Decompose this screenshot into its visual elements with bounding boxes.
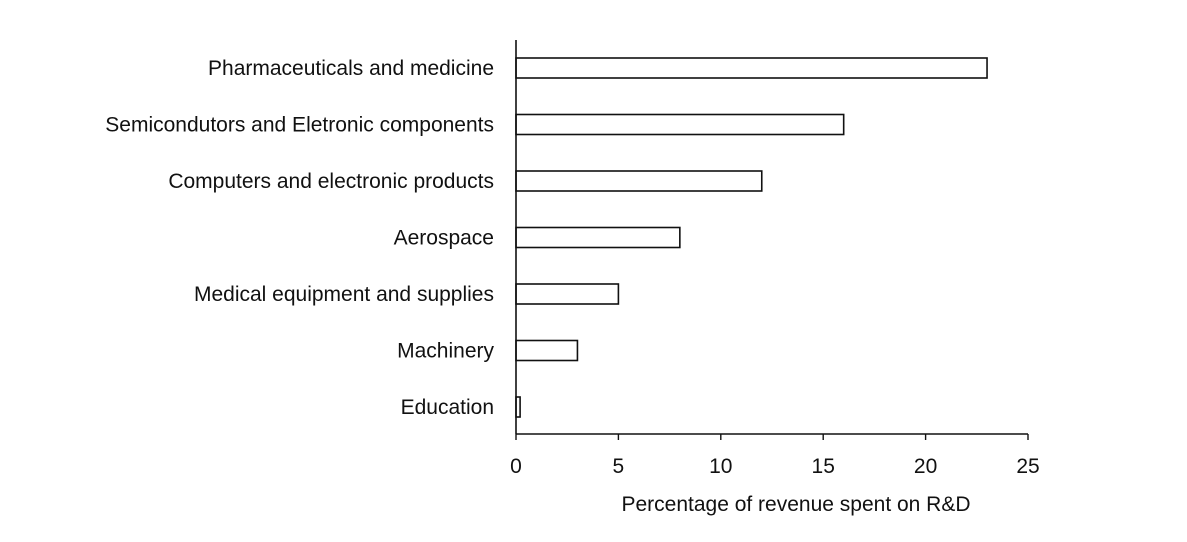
category-label: Pharmaceuticals and medicine <box>208 57 494 80</box>
bar <box>515 170 763 192</box>
category-label: Medical equipment and supplies <box>194 283 494 306</box>
x-axis-title: Percentage of revenue spent on R&D <box>621 493 970 516</box>
bar <box>515 226 681 249</box>
category-label: Semicondutors and Eletronic components <box>105 114 494 137</box>
bar <box>515 57 988 79</box>
bar <box>515 283 620 305</box>
category-labels: Pharmaceuticals and medicine Semicondutor… <box>105 57 494 419</box>
x-tick-label: 20 <box>914 455 937 478</box>
bar <box>515 339 579 362</box>
x-tick-label: 15 <box>812 455 835 478</box>
x-tick-label: 0 <box>510 455 522 478</box>
category-label: Machinery <box>397 340 494 363</box>
x-tick-label: 25 <box>1016 455 1039 478</box>
axes <box>515 40 1028 435</box>
category-label: Computers and electronic products <box>168 170 494 193</box>
bar <box>515 113 845 136</box>
x-tick-label: 5 <box>613 455 625 478</box>
category-label: Aerospace <box>394 227 494 250</box>
category-label: Education <box>401 396 494 419</box>
x-axis-ticks: 0 5 10 15 20 25 <box>510 434 1040 478</box>
x-tick-label: 10 <box>709 455 732 478</box>
bars <box>515 57 988 418</box>
